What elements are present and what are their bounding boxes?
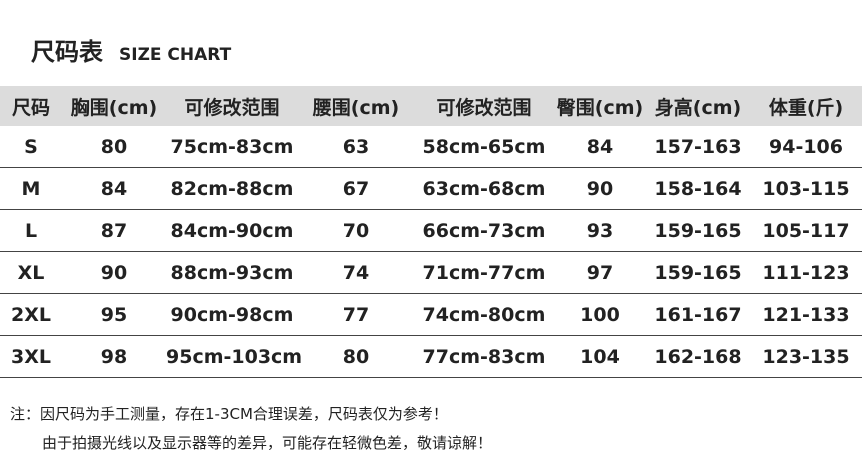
table-cell: 158-164	[646, 167, 750, 210]
table-cell: XL	[0, 251, 62, 294]
title-english: SIZE CHART	[119, 45, 232, 65]
page-title: 尺码表 SIZE CHART	[31, 32, 231, 67]
table-cell: 161-167	[646, 293, 750, 336]
note-measurement: 注：因尺码为手工测量，存在1-3CM合理误差，尺码表仅为参考！	[10, 405, 448, 423]
column-header: 可修改范围	[414, 86, 554, 126]
table-cell: 90cm-98cm	[166, 293, 298, 336]
table-row: S 80 75cm-83cm 63 58cm-65cm 84 157-163 94-106	[0, 126, 862, 168]
table-row: 2XL 95 90cm-98cm 77 74cm-80cm 100 161-167 121-1…	[0, 293, 862, 336]
table-cell: 63	[298, 126, 414, 168]
table-cell: 84cm-90cm	[166, 209, 298, 252]
table-cell: 159-165	[646, 209, 750, 252]
column-header: 可修改范围	[166, 86, 298, 126]
note-color: 由于拍摄光线以及显示器等的差异，可能存在轻微色差，敬请谅解！	[42, 434, 493, 452]
table-cell: 104	[554, 335, 646, 378]
column-header: 身高(cm)	[646, 86, 750, 126]
table-cell: 87	[62, 209, 166, 252]
table-cell: 90	[554, 167, 646, 210]
table-header-row: 尺码 胸围(cm) 可修改范围 腰围(cm) 可修改范围 臀围(cm) 身高(cm) 体重(斤…	[0, 86, 862, 126]
table-cell: 94-106	[750, 126, 862, 168]
table-cell: 111-123	[750, 251, 862, 294]
table-cell: 88cm-93cm	[166, 251, 298, 294]
table-cell: 82cm-88cm	[166, 167, 298, 210]
table-cell: 97	[554, 251, 646, 294]
column-header: 胸围(cm)	[62, 86, 166, 126]
table-cell: 105-117	[750, 209, 862, 252]
table-cell: 84	[554, 126, 646, 168]
table-cell: 74cm-80cm	[414, 293, 554, 336]
table-cell: 80	[298, 335, 414, 378]
table-cell: 66cm-73cm	[414, 209, 554, 252]
column-header: 体重(斤)	[750, 86, 862, 126]
table-cell: 3XL	[0, 335, 62, 378]
table-cell: 121-133	[750, 293, 862, 336]
table-cell: M	[0, 167, 62, 210]
table-cell: 103-115	[750, 167, 862, 210]
table-cell: 63cm-68cm	[414, 167, 554, 210]
table-cell: 95	[62, 293, 166, 336]
table-cell: 93	[554, 209, 646, 252]
table-cell: S	[0, 126, 62, 168]
table-cell: 70	[298, 209, 414, 252]
table-cell: 77cm-83cm	[414, 335, 554, 378]
table-cell: 123-135	[750, 335, 862, 378]
table-cell: 98	[62, 335, 166, 378]
table-cell: L	[0, 209, 62, 252]
table-cell: 75cm-83cm	[166, 126, 298, 168]
table-row: L 87 84cm-90cm 70 66cm-73cm 93 159-165 105-117	[0, 209, 862, 252]
column-header: 腰围(cm)	[298, 86, 414, 126]
table-cell: 95cm-103cm	[166, 335, 302, 378]
table-cell: 2XL	[0, 293, 62, 336]
table-cell: 90	[62, 251, 166, 294]
table-cell: 162-168	[646, 335, 750, 378]
table-cell: 84	[62, 167, 166, 210]
table-cell: 157-163	[646, 126, 750, 168]
table-cell: 77	[298, 293, 414, 336]
size-chart-table: 尺码 胸围(cm) 可修改范围 腰围(cm) 可修改范围 臀围(cm) 身高(cm) 体重(斤…	[0, 86, 862, 378]
table-row: 3XL 98 95cm-103cm 80 77cm-83cm 104 162-168 123-…	[0, 335, 862, 378]
table-cell: 100	[554, 293, 646, 336]
table-row: M 84 82cm-88cm 67 63cm-68cm 90 158-164 103-115	[0, 167, 862, 210]
table-cell: 58cm-65cm	[414, 126, 554, 168]
table-cell: 159-165	[646, 251, 750, 294]
title-chinese: 尺码表	[31, 38, 103, 66]
table-cell: 80	[62, 126, 166, 168]
column-header: 臀围(cm)	[554, 86, 646, 126]
table-row: XL 90 88cm-93cm 74 71cm-77cm 97 159-165 111-123	[0, 251, 862, 294]
table-cell: 67	[298, 167, 414, 210]
table-cell: 74	[298, 251, 414, 294]
column-header: 尺码	[0, 86, 62, 126]
table-cell: 71cm-77cm	[414, 251, 554, 294]
